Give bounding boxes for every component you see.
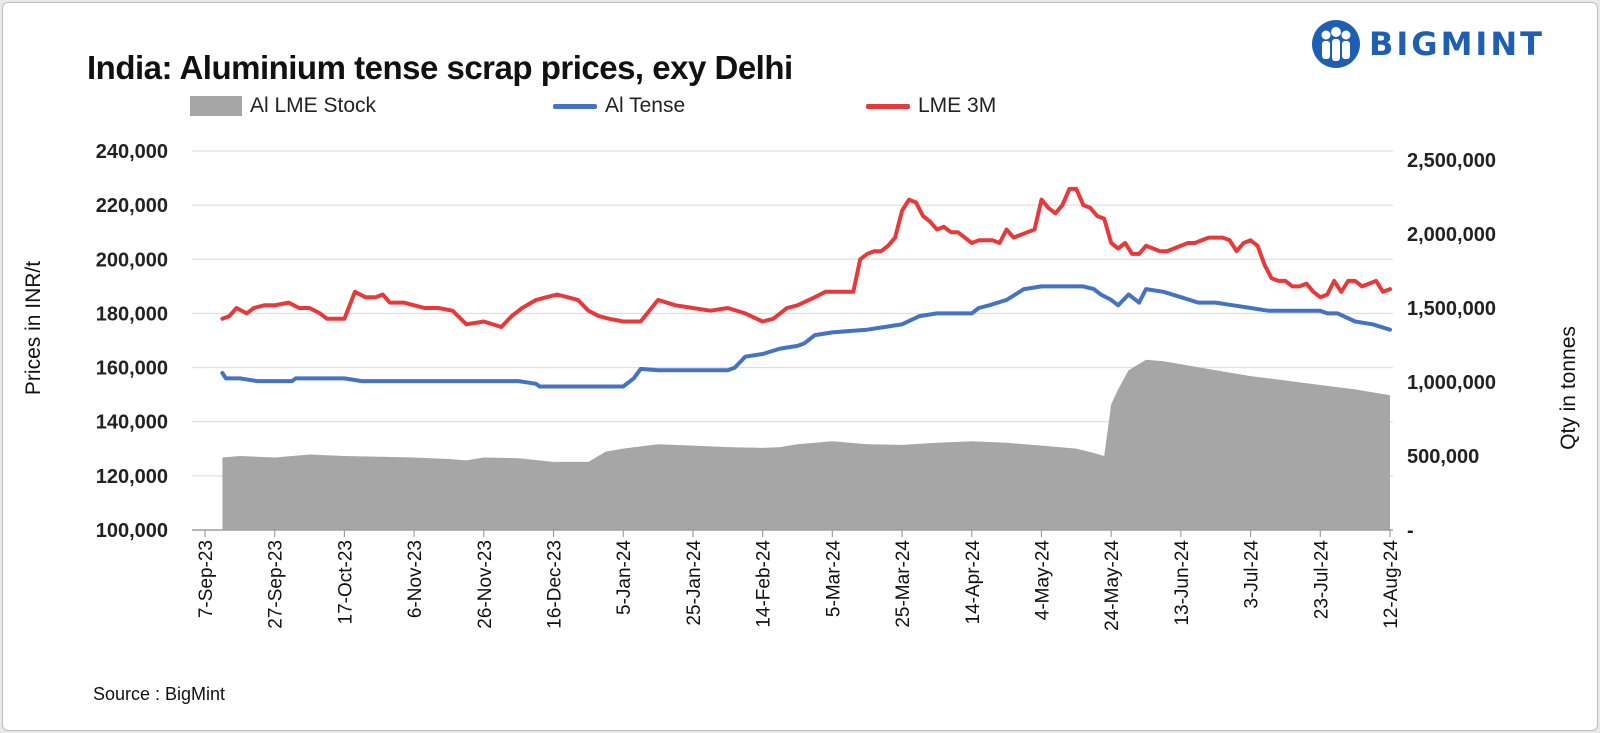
legend-swatch-al-tense (553, 103, 597, 109)
series-lme-3m-line (220, 186, 1392, 329)
chart-title: India: Aluminium tense scrap prices, exy… (87, 49, 793, 86)
x-tick-label: 12-Aug-24 (1381, 540, 1402, 629)
x-tick-label: 6-Nov-23 (405, 540, 426, 618)
x-tick-label: 25-Jan-24 (684, 540, 705, 626)
y2-tick-label: 500,000 (1407, 446, 1479, 468)
legend-lme-3m: LME 3M (866, 94, 996, 118)
x-tick-label: 5-Mar-24 (823, 540, 844, 618)
y2-tick-label: 2,000,000 (1407, 224, 1496, 246)
y2-axis-title: Qty in tonnes (1557, 326, 1580, 450)
x-tick-label: 27-Sep-23 (266, 540, 287, 629)
x-tick-label: 16-Dec-23 (545, 540, 566, 629)
y2-tick-label: 1,500,000 (1407, 298, 1496, 320)
y-tick-label: 200,000 (96, 249, 168, 271)
y2-tick-label: 1,000,000 (1407, 372, 1496, 394)
legend-label-al-tense: Al Tense (605, 94, 686, 117)
x-tick-label: 7-Sep-23 (196, 540, 217, 618)
x-tick-label: 5-Jan-24 (614, 540, 635, 615)
legend-al-tense: Al Tense (553, 94, 685, 118)
x-tick-label: 26-Nov-23 (475, 540, 496, 629)
y-tick-label: 100,000 (96, 520, 168, 542)
legend-al-lme-stock: Al LME Stock (190, 94, 376, 118)
x-tick-label: 4-May-24 (1032, 540, 1053, 621)
y-tick-label: 240,000 (96, 141, 168, 163)
x-tick-label: 17-Oct-23 (335, 540, 356, 624)
x-tick-label: 25-Mar-24 (893, 540, 914, 628)
x-tick-label: 14-Apr-24 (963, 540, 984, 625)
bigmint-logo: BIGMINT (1311, 16, 1545, 72)
legend-label-al-lme-stock: Al LME Stock (250, 94, 377, 117)
y-tick-label: 140,000 (96, 412, 168, 434)
x-tick-label: 3-Jul-24 (1242, 540, 1263, 609)
source-note: Source : BigMint (93, 684, 226, 704)
x-tick-label: 14-Feb-24 (754, 540, 775, 628)
y-tick-label: 160,000 (96, 358, 168, 380)
legend-swatch-lme-3m (866, 103, 910, 109)
series-al-lme-stock-area (222, 359, 1390, 530)
y-axis-title: Prices in INR/t (22, 261, 45, 395)
y2-tick-label: 2,500,000 (1407, 150, 1496, 172)
people-logo-icon (1312, 20, 1360, 68)
legend-swatch-al-lme-stock (190, 96, 242, 116)
x-tick-label: 23-Jul-24 (1311, 540, 1332, 620)
x-tick-label: 13-Jun-24 (1172, 540, 1193, 626)
series-al-tense-line (220, 284, 1392, 389)
y-tick-label: 220,000 (96, 195, 168, 217)
x-tick-label: 24-May-24 (1102, 540, 1123, 631)
brand-name: BIGMINT (1369, 25, 1545, 63)
y-tick-label: 120,000 (96, 466, 168, 488)
y-tick-label: 180,000 (96, 303, 168, 325)
y2-tick-label: - (1407, 520, 1414, 542)
legend-label-lme-3m: LME 3M (918, 94, 997, 117)
